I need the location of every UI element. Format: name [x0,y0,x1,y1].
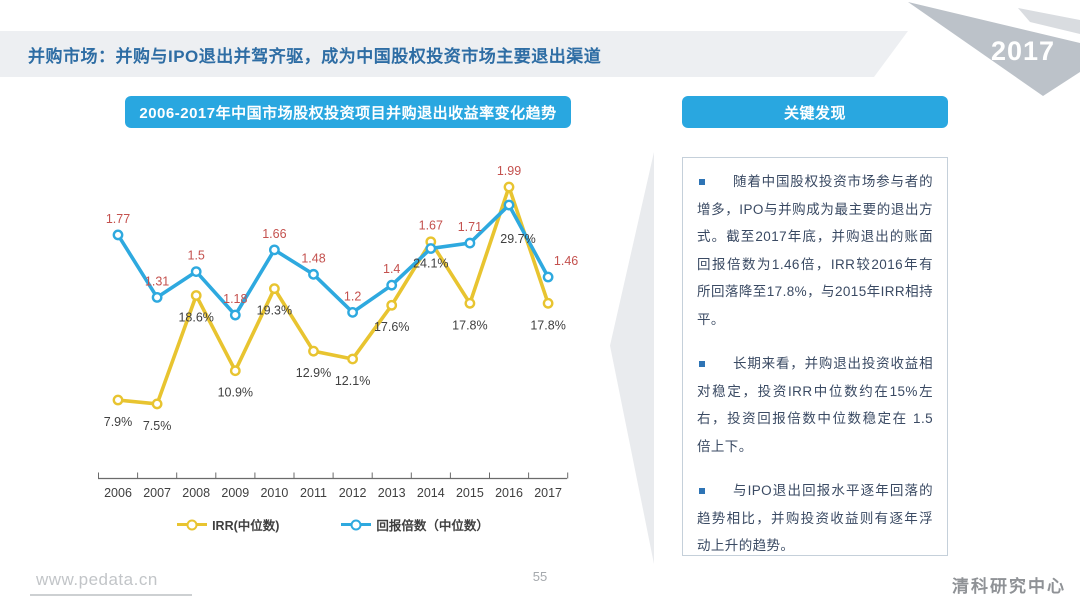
multiple-point [229,309,241,321]
finding-item: 与IPO退出回报水平逐年回落的趋势相比，并购投资收益则有逐年浮动上升的趋势。 [697,477,933,560]
multiple-point [542,271,554,283]
x-axis-label: 2007 [143,486,171,500]
irr-label: 17.8% [530,318,565,332]
irr-label: 12.1% [335,374,370,388]
finding-text: 长期来看，并购退出投资收益相对稳定，投资IRR中位数约在15%左右，投资回报倍数… [697,356,933,454]
line-chart: 2006 2007 2008 2009 2010 2011 2012 2013 2014 2015… [98,164,578,500]
multiple-label: 1.31 [145,274,169,288]
x-axis-label: 2014 [417,486,445,500]
header-bar: 并购市场：并购与IPO退出并驾齐驱，成为中国股权投资市场主要退出渠道 [0,31,908,77]
x-axis-label: 2010 [260,486,288,500]
legend-label: IRR(中位数) [212,519,280,533]
bullet-icon [699,179,705,185]
bullet-icon [699,361,705,367]
irr-point [112,394,124,406]
key-findings-button: 关键发现 [682,96,948,128]
irr-label: 7.5% [143,419,172,433]
x-axis-label: 2016 [495,486,523,500]
irr-point [268,283,280,295]
chart-title-button: 2006-2017年中国市场股权投资项目并购退出收益率变化趋势 [125,96,571,128]
multiple-label: 1.5 [188,249,205,263]
key-findings-panel: 随着中国股权投资市场参与者的增多，IPO与并购成为最主要的退出方式。截至2017… [682,157,948,556]
corner-arrow-decoration [908,2,1080,96]
page-title: 并购市场：并购与IPO退出并驾齐驱，成为中国股权投资市场主要退出渠道 [28,46,602,66]
irr-point [425,236,437,248]
multiple-point [308,268,319,280]
finding-item: 长期来看，并购退出投资收益相对稳定，投资IRR中位数约在15%左右，投资回报倍数… [697,350,933,460]
multiple-label: 1.99 [497,164,521,178]
multiple-label: 1.46 [554,254,578,268]
multiple-label: 1.77 [106,212,130,226]
legend-item: 回报倍数（中位数） [341,515,489,534]
irr-point [347,353,358,365]
irr-label: 18.6% [178,310,213,324]
x-axis-label: 2015 [456,486,484,500]
multiple-point [464,237,476,249]
multiple-label: 1.71 [458,220,482,234]
irr-point [464,297,476,309]
irr-label: 29.7% [500,232,535,246]
x-axis-label: 2012 [339,486,367,500]
corner-light-wedge [1018,8,1080,34]
legend-item: IRR(中位数) [177,515,279,534]
x-axis-label: 2006 [104,486,132,500]
irr-point [542,297,554,309]
finding-text: 随着中国股权投资市场参与者的增多，IPO与并购成为最主要的退出方式。截至2017… [697,174,933,327]
bullet-icon [699,488,705,494]
irr-point [151,398,163,410]
multiple-point [503,199,515,211]
multiple-label: 1.4 [383,262,400,276]
irr-point [503,181,515,193]
multiple-point [190,266,202,277]
organization-logo-text: 清科研究中心 [952,577,1066,596]
website-text: www.pedata.cn [36,570,158,589]
year-badge: 2017 [990,36,1056,66]
multiple-point [425,243,437,254]
multiple-point [112,229,124,241]
irr-point [386,299,398,311]
irr-label: 7.9% [104,415,133,429]
multiple-label: 1.66 [262,227,286,241]
irr-point [308,345,319,357]
irr-label: 17.8% [452,318,487,332]
multiple-label: 1.18 [223,292,247,306]
corner-dark-arrow [908,2,1080,96]
multiple-point [268,244,280,256]
irr-label: 17.6% [374,320,409,334]
legend-label: 回报倍数（中位数） [376,519,489,533]
x-axis-label: 2009 [221,486,249,500]
multiple-point [386,279,398,291]
multiple-label: 1.48 [301,251,325,265]
irr-point [229,365,241,377]
irr-point [190,290,202,301]
x-axis-label: 2013 [378,486,406,500]
finding-text: 与IPO退出回报水平逐年回落的趋势相比，并购投资收益则有逐年浮动上升的趋势。 [697,483,933,553]
multiple-point [151,292,163,303]
divider-arrow-decoration [610,152,654,564]
multiple-point [347,306,358,318]
legend-marker-icon [341,522,372,527]
finding-item: 随着中国股权投资市场参与者的增多，IPO与并购成为最主要的退出方式。截至2017… [697,168,933,333]
page-number: 55 [532,569,548,584]
irr-label: 12.9% [296,366,331,380]
legend-marker-icon [177,522,208,527]
irr-line [117,181,550,406]
multiple-label: 1.2 [344,289,361,303]
multiple-line [116,202,550,319]
chart-legend: IRR(中位数) 回报倍数（中位数） [98,515,568,534]
x-axis-label: 2017 [534,486,562,500]
x-axis-label: 2011 [300,486,327,500]
multiple-label: 1.67 [419,219,443,233]
irr-label: 24.1% [413,257,448,271]
irr-label: 10.9% [218,386,253,400]
footer-underline [30,594,192,596]
irr-label: 19.3% [257,304,292,318]
x-axis-label: 2008 [182,486,210,500]
